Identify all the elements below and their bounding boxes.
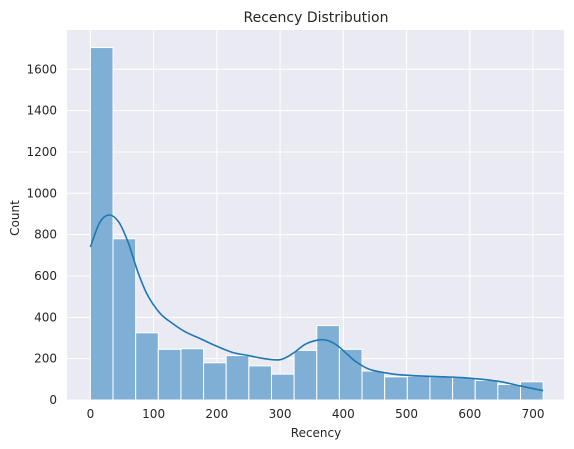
histogram-bar — [452, 376, 476, 401]
kde-curve — [89, 214, 544, 392]
histogram-bar — [180, 348, 205, 401]
x-tick-label: 100 — [142, 407, 165, 421]
y-tick-label: 400 — [34, 310, 57, 324]
x-tick-label: 600 — [458, 407, 481, 421]
x-tick-label: 400 — [332, 407, 355, 421]
histogram-bar — [270, 373, 295, 401]
y-axis-ticks: 0 200 400 600 800 1000 1200 1400 1600 — [26, 62, 57, 407]
histogram-bar — [384, 376, 408, 401]
x-tick-label: 700 — [522, 407, 545, 421]
y-tick-label: 1400 — [26, 104, 57, 118]
x-axis-ticks: 0 100 200 300 400 500 600 700 — [87, 407, 545, 421]
y-tick-label: 1600 — [26, 62, 57, 76]
x-axis-label: Recency — [291, 426, 341, 440]
histogram-bar — [203, 362, 227, 401]
histogram-bar — [316, 325, 340, 401]
histogram-bar — [474, 379, 499, 401]
y-tick-label: 0 — [49, 393, 57, 407]
chart-title: Recency Distribution — [243, 10, 388, 26]
histogram-bar — [406, 375, 431, 401]
histogram-bars — [89, 47, 544, 401]
histogram-bar — [248, 365, 272, 401]
histogram-bar — [157, 348, 182, 401]
histogram-bar — [497, 383, 521, 401]
histogram-bar — [225, 355, 250, 401]
x-tick-label: 200 — [205, 407, 228, 421]
histogram-bar — [135, 332, 159, 401]
histogram-bar — [89, 47, 114, 401]
y-tick-label: 800 — [34, 228, 57, 242]
histogram-bar — [519, 381, 544, 401]
x-tick-label: 0 — [87, 407, 95, 421]
x-tick-label: 300 — [269, 407, 292, 421]
histogram-bar — [112, 238, 137, 401]
y-tick-label: 1200 — [26, 145, 57, 159]
histogram-bar — [429, 376, 454, 401]
y-tick-label: 600 — [34, 269, 57, 283]
y-tick-label: 200 — [34, 352, 57, 366]
y-axis-label: Count — [8, 200, 22, 236]
y-tick-label: 1000 — [26, 186, 57, 200]
histogram-bar — [361, 370, 386, 401]
x-tick-label: 500 — [395, 407, 418, 421]
histogram-bar — [293, 349, 318, 401]
